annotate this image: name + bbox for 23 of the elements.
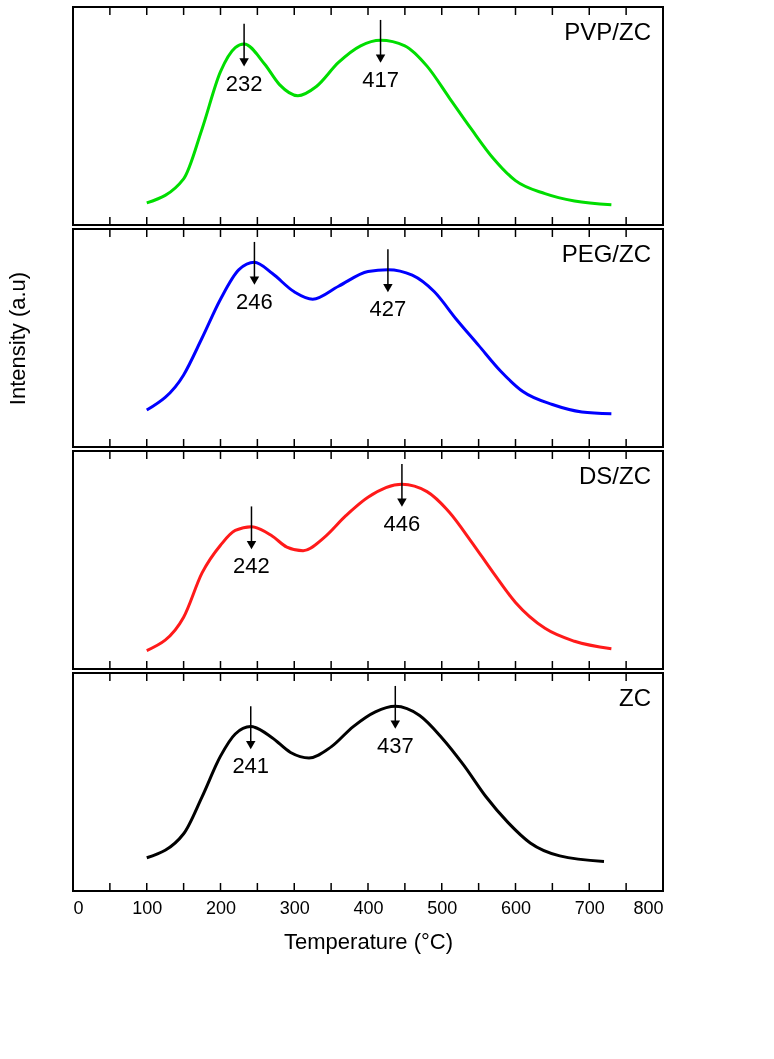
- annotation: 241: [232, 753, 270, 779]
- legend-label: ZC: [619, 684, 651, 711]
- annotation: 437: [376, 732, 414, 758]
- x-tick-label: 300: [279, 897, 310, 918]
- annotation: 417: [362, 66, 399, 92]
- annotation: 246: [236, 288, 273, 314]
- y-axis-title: Intensity (a.u): [4, 271, 30, 406]
- text: PVP/ZC: [564, 18, 651, 45]
- x-tick-label: 100: [132, 897, 163, 918]
- x-tick-label: 700: [574, 897, 605, 918]
- text: PEG/ZC: [561, 240, 651, 267]
- text: DS/ZC: [579, 462, 651, 489]
- x-tick-label: 0: [73, 897, 84, 918]
- x-tick-label: 500: [427, 897, 458, 918]
- x-tick-label: 800: [633, 897, 664, 918]
- x-tick-label: 200: [205, 897, 237, 918]
- annotation: 427: [369, 296, 407, 322]
- x-axis-title: Temperature (°C): [284, 928, 453, 954]
- annotation: 446: [383, 510, 421, 536]
- annotation: 232: [225, 70, 263, 96]
- x-tick-label: 400: [353, 897, 384, 918]
- x-tick-label: 600: [500, 897, 532, 918]
- annotation: 242: [233, 553, 270, 579]
